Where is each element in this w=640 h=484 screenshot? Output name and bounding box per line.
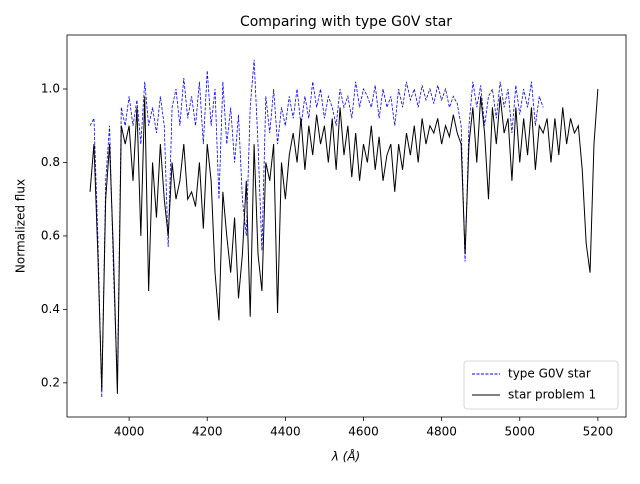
y-axis-label: Normalized flux	[14, 179, 28, 273]
x-tick-label: 5000	[504, 425, 535, 439]
legend: type G0V star star problem 1	[463, 360, 619, 410]
x-tick-label: 5200	[583, 425, 614, 439]
x-tick-label: 4600	[348, 425, 379, 439]
y-tick-label: 1.0	[41, 81, 60, 95]
legend-label: type G0V star	[508, 367, 591, 381]
x-tick-label: 4800	[426, 425, 457, 439]
x-tick-label: 4000	[114, 425, 145, 439]
series-line	[89, 59, 544, 398]
y-tick-label: 0.8	[41, 155, 60, 169]
x-tick-label: 4400	[270, 425, 301, 439]
legend-box	[463, 360, 619, 410]
chart-title: Comparing with type G0V star	[240, 14, 452, 30]
y-tick-label: 0.4	[41, 302, 60, 316]
legend-label: star problem 1	[508, 388, 596, 402]
y-tick-label: 0.2	[41, 375, 60, 389]
plot-frame	[66, 34, 627, 418]
x-axis-label: λ (Å)	[331, 449, 361, 464]
y-tick-label: 0.6	[41, 228, 60, 242]
series-line	[89, 88, 599, 394]
x-tick-label: 4200	[192, 425, 223, 439]
